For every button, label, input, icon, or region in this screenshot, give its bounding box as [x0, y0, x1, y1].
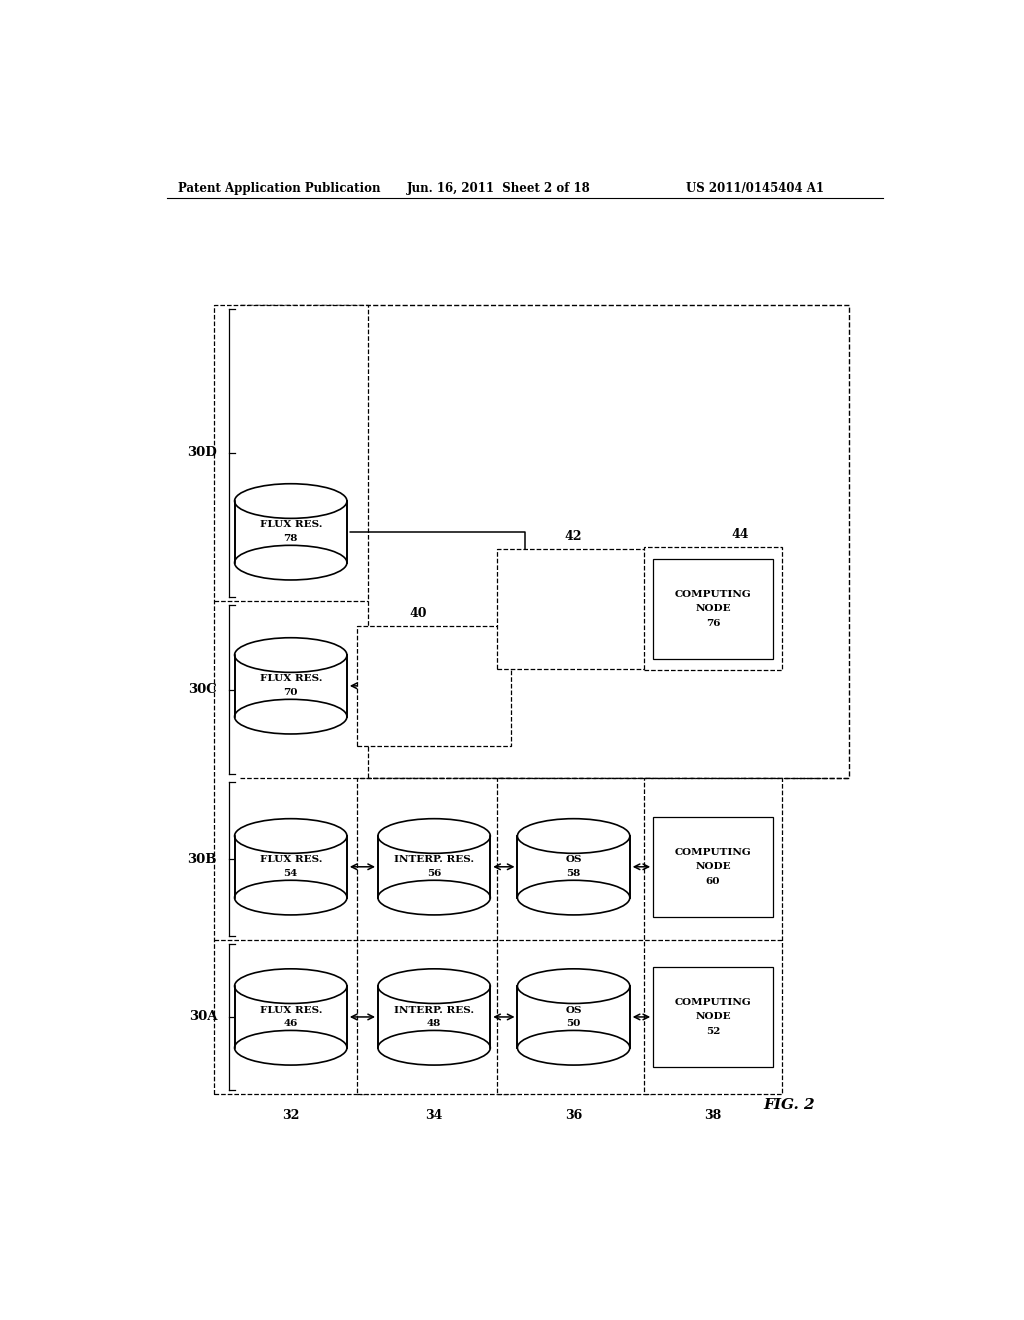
Text: Jun. 16, 2011  Sheet 2 of 18: Jun. 16, 2011 Sheet 2 of 18	[407, 182, 591, 194]
Bar	[653, 966, 773, 1067]
Text: INTERP. RES.: INTERP. RES.	[394, 855, 474, 865]
Bar	[214, 305, 368, 1094]
Text: INTERP. RES.: INTERP. RES.	[394, 1006, 474, 1015]
Text: 60: 60	[706, 876, 720, 886]
Text: 56: 56	[427, 870, 441, 878]
Ellipse shape	[234, 700, 347, 734]
Text: NODE: NODE	[695, 605, 731, 614]
Ellipse shape	[517, 818, 630, 853]
Text: 78: 78	[284, 535, 298, 544]
Text: OS: OS	[565, 855, 582, 865]
Bar	[497, 779, 650, 1094]
Ellipse shape	[234, 969, 347, 1003]
Text: 70: 70	[284, 688, 298, 697]
Text: 40: 40	[410, 607, 427, 620]
Text: COMPUTING: COMPUTING	[675, 847, 752, 857]
Text: 46: 46	[284, 1019, 298, 1028]
Text: 30A: 30A	[188, 1010, 217, 1023]
Bar	[653, 817, 773, 917]
Ellipse shape	[378, 700, 490, 734]
Text: 48: 48	[427, 1019, 441, 1028]
Text: 34: 34	[425, 1109, 442, 1122]
Ellipse shape	[378, 818, 490, 853]
Bar	[234, 655, 347, 717]
Bar	[517, 578, 630, 640]
Text: FLUX RES.: FLUX RES.	[259, 855, 322, 865]
Text: 44: 44	[731, 528, 749, 541]
Bar	[517, 836, 630, 898]
Text: FLUX RES.: FLUX RES.	[259, 675, 322, 684]
Bar	[378, 655, 490, 717]
Bar	[644, 548, 782, 671]
Ellipse shape	[378, 880, 490, 915]
Text: 32: 32	[282, 1109, 299, 1122]
Ellipse shape	[234, 483, 347, 519]
Text: INTERP. RES.: INTERP. RES.	[394, 675, 474, 684]
Text: FLUX RES.: FLUX RES.	[259, 1006, 322, 1015]
Ellipse shape	[378, 638, 490, 672]
Bar	[234, 986, 347, 1048]
Text: NODE: NODE	[695, 1012, 731, 1022]
Bar	[241, 305, 849, 779]
Bar	[357, 779, 511, 1094]
Text: FIG. 2: FIG. 2	[764, 1098, 815, 1111]
Ellipse shape	[517, 969, 630, 1003]
Text: 74: 74	[566, 611, 581, 620]
Text: COMPUTING: COMPUTING	[675, 998, 752, 1007]
Text: FLUX RES.: FLUX RES.	[259, 520, 322, 529]
Bar	[517, 986, 630, 1048]
Bar	[378, 836, 490, 898]
Text: 30D: 30D	[187, 446, 217, 459]
Text: OS: OS	[565, 598, 582, 606]
Bar	[234, 502, 347, 562]
Bar	[644, 779, 782, 1094]
Bar	[234, 836, 347, 898]
Text: 52: 52	[706, 1027, 720, 1036]
Ellipse shape	[517, 561, 630, 595]
Bar	[497, 549, 650, 668]
Text: 54: 54	[284, 870, 298, 878]
Ellipse shape	[378, 969, 490, 1003]
Text: NODE: NODE	[695, 862, 731, 871]
Text: OS: OS	[565, 1006, 582, 1015]
Ellipse shape	[517, 1031, 630, 1065]
Text: 58: 58	[566, 870, 581, 878]
Ellipse shape	[378, 1031, 490, 1065]
Ellipse shape	[234, 638, 347, 672]
Bar	[653, 558, 773, 659]
Ellipse shape	[234, 818, 347, 853]
Text: US 2011/0145404 A1: US 2011/0145404 A1	[686, 182, 824, 194]
Ellipse shape	[234, 1031, 347, 1065]
Text: 30B: 30B	[187, 853, 217, 866]
Bar	[378, 986, 490, 1048]
Text: 50: 50	[566, 1019, 581, 1028]
Text: 38: 38	[705, 1109, 722, 1122]
Text: 76: 76	[706, 619, 720, 628]
Ellipse shape	[234, 545, 347, 579]
Ellipse shape	[234, 880, 347, 915]
Text: 30C: 30C	[188, 684, 217, 696]
Text: 42: 42	[565, 531, 583, 543]
Text: COMPUTING: COMPUTING	[675, 590, 752, 599]
Text: 72: 72	[427, 688, 441, 697]
Text: 36: 36	[565, 1109, 583, 1122]
Ellipse shape	[517, 622, 630, 657]
Ellipse shape	[517, 880, 630, 915]
Bar	[357, 626, 511, 746]
Text: Patent Application Publication: Patent Application Publication	[178, 182, 381, 194]
